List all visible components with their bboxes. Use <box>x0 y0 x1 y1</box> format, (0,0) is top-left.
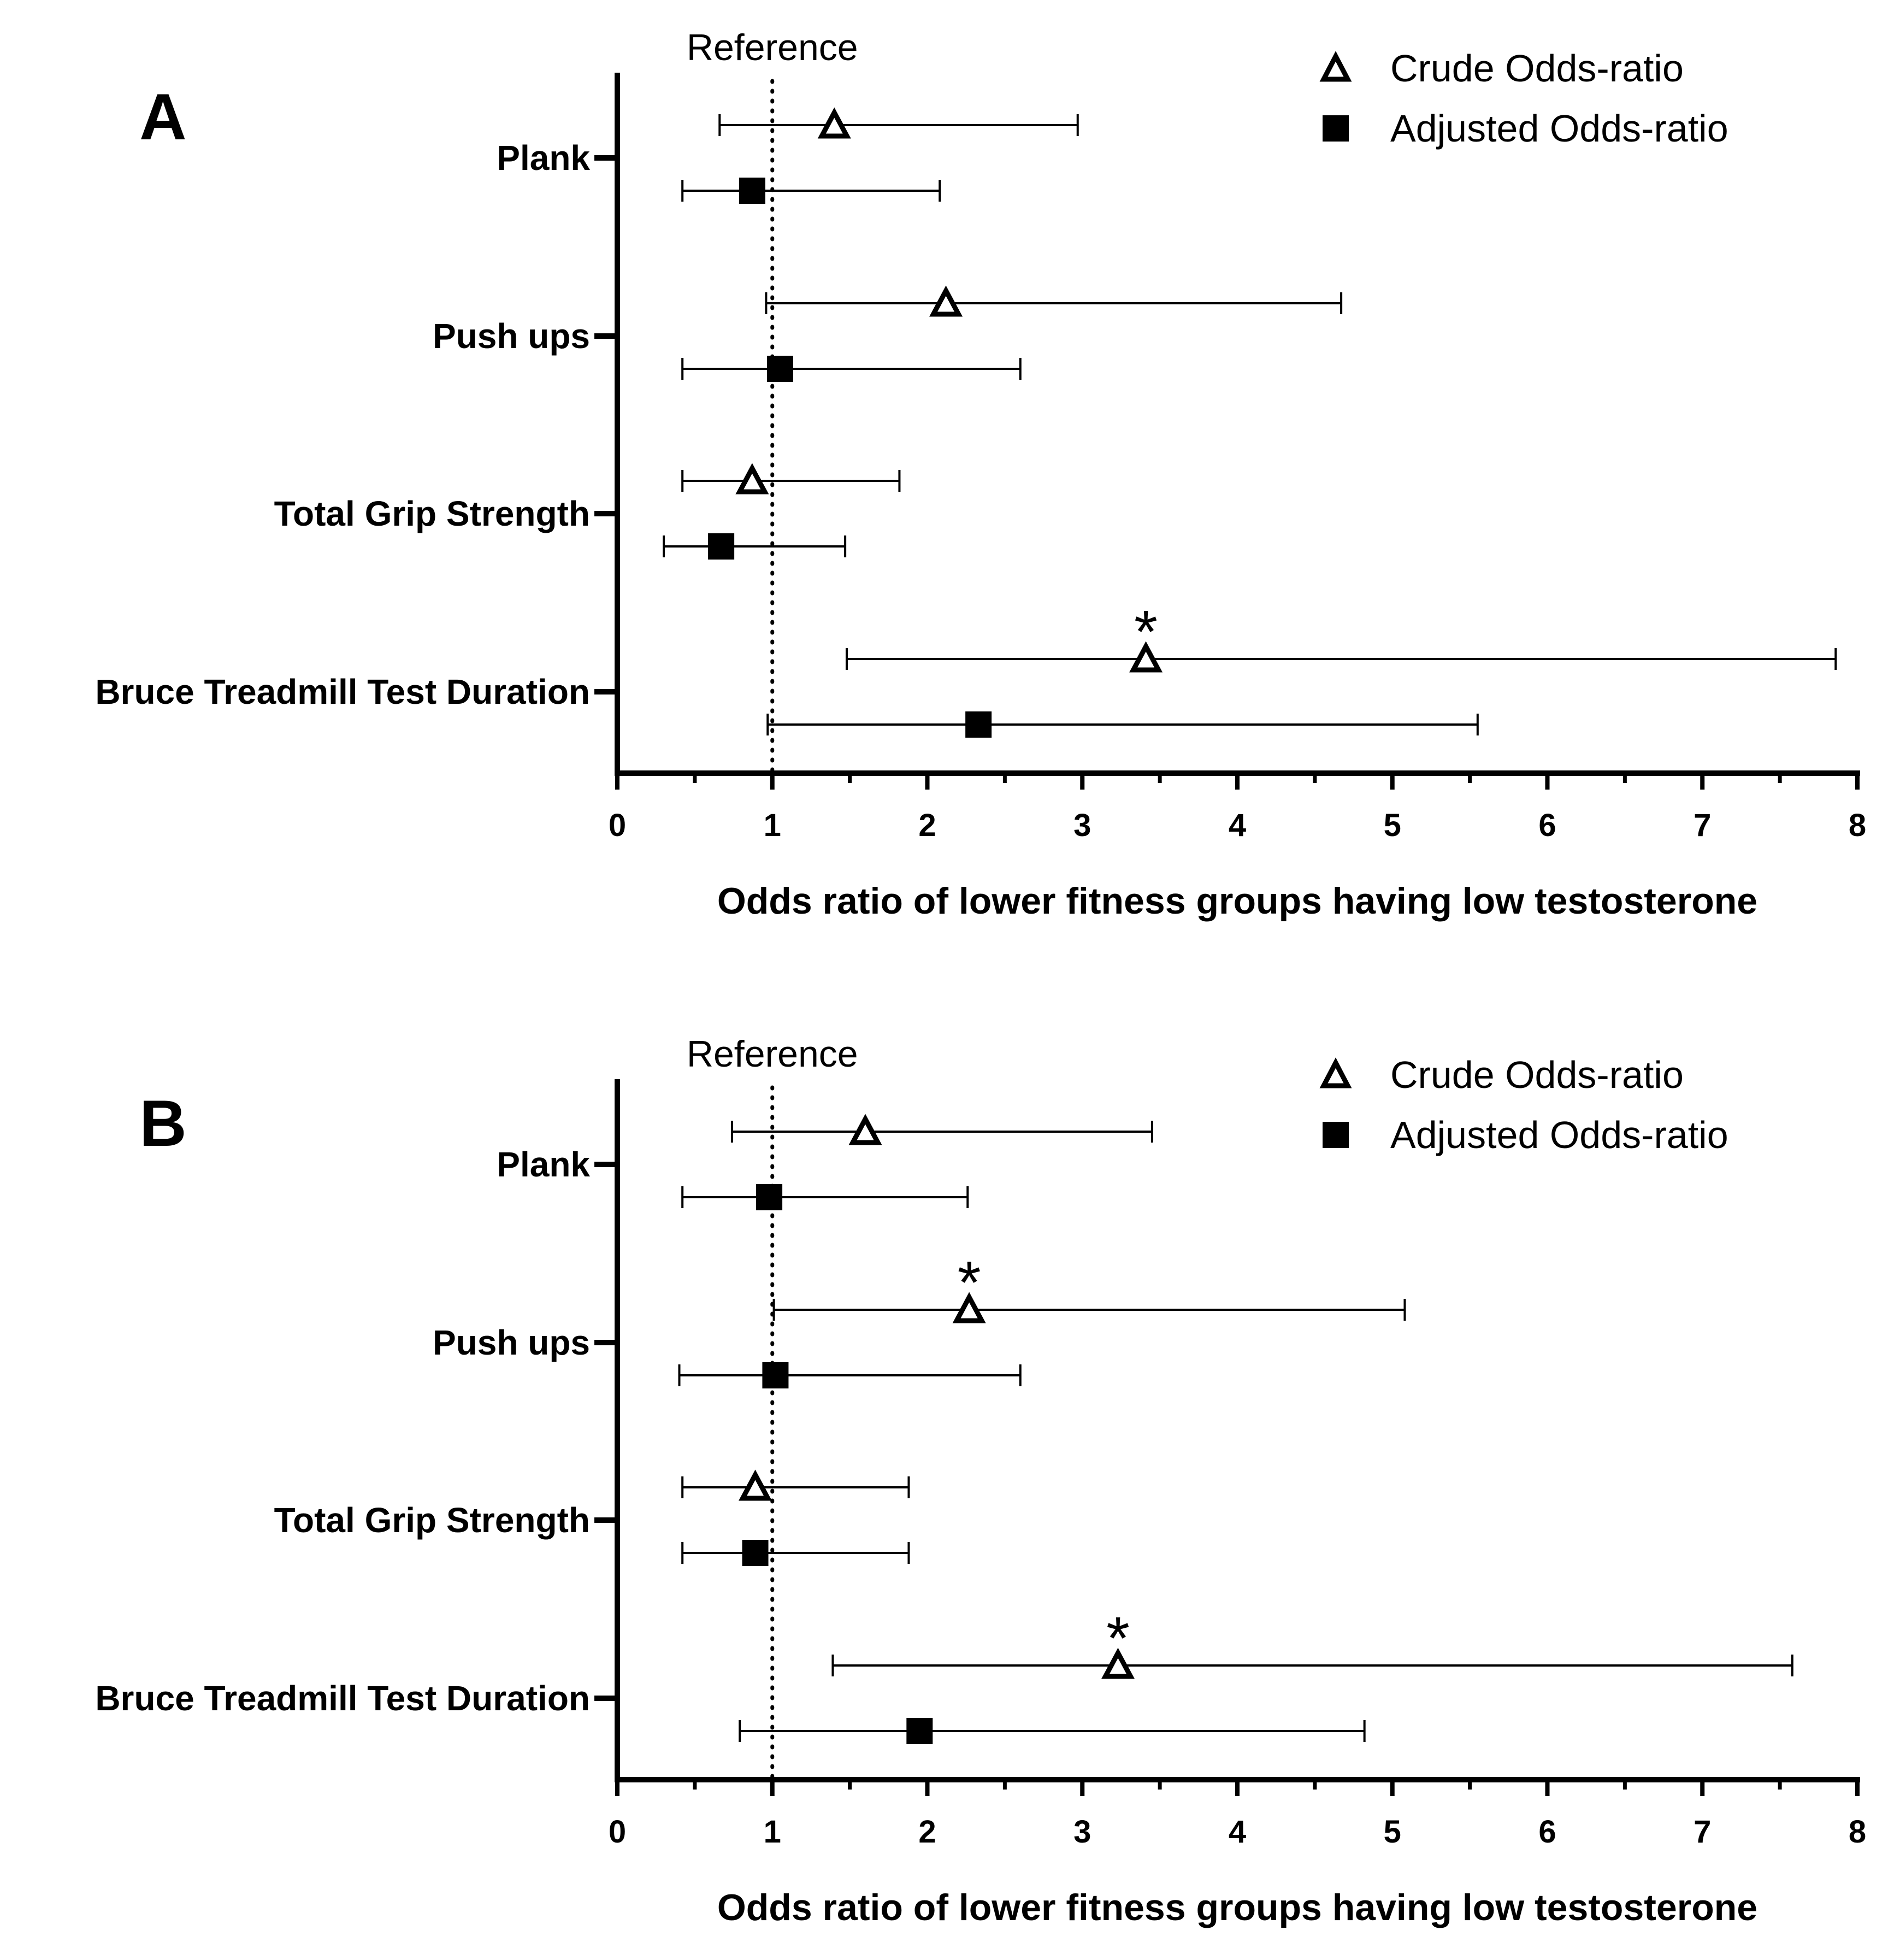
adjusted-odds-ratio-marker <box>762 1362 789 1388</box>
x-tick-label: 1 <box>764 1814 781 1850</box>
legend-label: Crude Odds-ratio <box>1390 47 1684 90</box>
y-category-label: Plank <box>497 1145 590 1184</box>
crude-odds-ratio-marker <box>952 1292 986 1323</box>
x-tick-label: 4 <box>1229 1814 1246 1850</box>
x-tick-label: 7 <box>1694 808 1711 843</box>
x-tick-label: 3 <box>1073 808 1091 843</box>
y-category-label: Push ups <box>433 1323 590 1362</box>
x-tick-label: 6 <box>1538 808 1556 843</box>
legend-label: Crude Odds-ratio <box>1390 1053 1684 1096</box>
reference-label: Reference <box>687 27 858 68</box>
x-tick-label: 0 <box>609 808 626 843</box>
x-tick-label: 8 <box>1849 1814 1866 1850</box>
x-tick-label: 3 <box>1073 1814 1091 1850</box>
adjusted-odds-ratio-marker <box>965 711 992 738</box>
y-category-label: Bruce Treadmill Test Duration <box>95 1679 590 1718</box>
x-tick-label: 5 <box>1384 1814 1401 1850</box>
crude-odds-ratio-marker <box>848 1114 882 1145</box>
crude-odds-ratio-marker <box>929 285 963 317</box>
x-tick-label: 7 <box>1694 1814 1711 1850</box>
y-category-label: Push ups <box>433 316 590 356</box>
significance-star: * <box>958 1249 981 1316</box>
panel-letter: B <box>139 1087 187 1160</box>
x-tick-label: 6 <box>1538 1814 1556 1850</box>
adjusted-odds-ratio-marker <box>708 533 735 560</box>
y-category-label: Bruce Treadmill Test Duration <box>95 672 590 711</box>
adjusted-odds-ratio-marker <box>739 178 765 204</box>
panel-letter: A <box>139 80 187 154</box>
legend-label: Adjusted Odds-ratio <box>1390 107 1728 150</box>
x-axis-title: Odds ratio of lower fitness groups havin… <box>717 1887 1757 1928</box>
adjusted-odds-ratio-marker <box>906 1718 933 1744</box>
legend-label: Adjusted Odds-ratio <box>1390 1114 1728 1156</box>
legend-adjusted-marker <box>1323 1122 1349 1148</box>
x-tick-label: 1 <box>764 808 781 843</box>
reference-label: Reference <box>687 1033 858 1075</box>
legend-adjusted-marker <box>1323 115 1349 142</box>
x-tick-label: 2 <box>918 808 936 843</box>
crude-odds-ratio-marker <box>1129 641 1163 673</box>
x-axis-title: Odds ratio of lower fitness groups havin… <box>717 880 1757 922</box>
x-tick-label: 8 <box>1849 808 1866 843</box>
y-category-label: Total Grip Strength <box>274 494 590 533</box>
panel-b: B 0 1 2 3 4 5 6 7 8 Odds ratio of lower fitness gr… <box>95 1033 1866 1928</box>
adjusted-odds-ratio-marker <box>742 1540 769 1566</box>
x-tick-label: 0 <box>609 1814 626 1850</box>
x-tick-label: 5 <box>1384 808 1401 843</box>
significance-star: * <box>1134 598 1158 666</box>
significance-star: * <box>1106 1605 1130 1672</box>
x-tick-label: 4 <box>1229 808 1246 843</box>
panel-a: A 0 1 2 3 4 5 6 7 8 Odds ratio of lower fitness gr… <box>95 27 1866 922</box>
crude-odds-ratio-marker <box>1101 1647 1135 1679</box>
crude-odds-ratio-marker <box>735 463 769 495</box>
crude-odds-ratio-marker <box>739 1469 772 1501</box>
x-tick-label: 2 <box>918 1814 936 1850</box>
adjusted-odds-ratio-marker <box>756 1184 783 1210</box>
y-category-label: Total Grip Strength <box>274 1500 590 1540</box>
legend-crude-marker <box>1319 1057 1352 1088</box>
adjusted-odds-ratio-marker <box>766 356 793 382</box>
crude-odds-ratio-marker <box>817 107 851 139</box>
y-category-label: Plank <box>497 138 590 178</box>
legend-crude-marker <box>1319 51 1352 82</box>
